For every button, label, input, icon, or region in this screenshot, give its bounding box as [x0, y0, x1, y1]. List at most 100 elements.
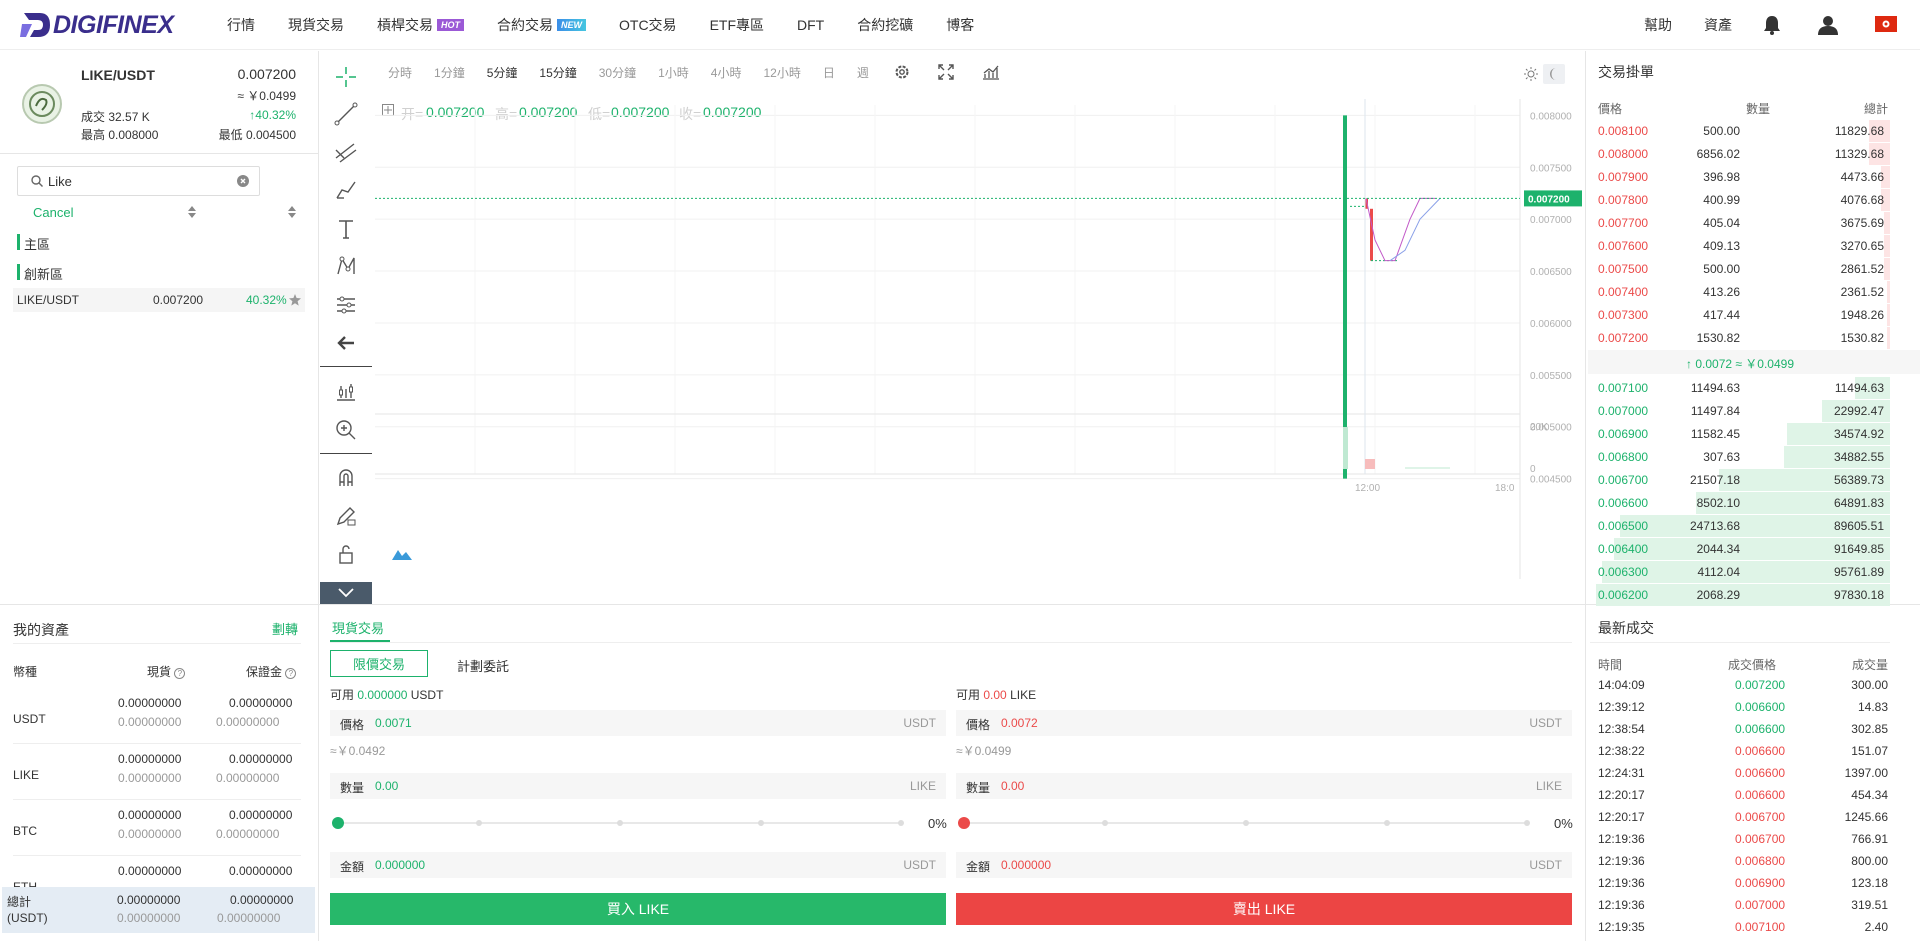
assets-link[interactable]: 資產 [1704, 17, 1732, 33]
indicators-icon[interactable] [334, 380, 358, 404]
price-chart[interactable]: 0.008000 0.007500 0.007000 0.006500 0.006000… [375, 99, 1585, 604]
trade-time: 12:19:36 [1598, 854, 1645, 868]
pair-search-input[interactable]: Like [17, 166, 260, 196]
text-tool-icon[interactable] [334, 217, 358, 241]
ask-row[interactable]: 0.007200 1530.82 1530.82 [1596, 327, 1890, 349]
sell-price-field[interactable]: 價格 0.0072 USDT [956, 710, 1572, 736]
help-link[interactable]: 幫助 [1644, 17, 1672, 33]
ask-row[interactable]: 0.008100 500.00 11829.68 [1596, 120, 1890, 142]
bid-row[interactable]: 0.006600 8502.10 64891.83 [1596, 492, 1890, 514]
sell-percent-slider[interactable] [958, 817, 1530, 829]
ask-row[interactable]: 0.007700 405.04 3675.69 [1596, 212, 1890, 234]
ask-amount: 1530.82 [1696, 331, 1740, 345]
language-flag-icon[interactable] [1875, 16, 1897, 32]
fib-lines-icon[interactable] [334, 140, 358, 164]
buy-percent-slider[interactable] [332, 817, 904, 829]
user-icon[interactable] [1818, 15, 1838, 35]
trend-line-icon[interactable] [334, 102, 358, 126]
bid-row[interactable]: 0.006200 2068.29 97830.18 [1596, 584, 1890, 606]
crosshair-icon[interactable] [334, 65, 358, 89]
magnet-icon[interactable] [334, 466, 358, 490]
unlock-icon[interactable] [334, 542, 358, 566]
nav-margin[interactable]: 槓桿交易 HOT [377, 15, 464, 35]
assets-title: 我的資產 [13, 622, 69, 638]
sort-price-icon[interactable] [188, 206, 196, 218]
buy-price-field[interactable]: 價格 0.0071 USDT [330, 710, 946, 736]
sell-amount-field[interactable]: 數量 0.00 LIKE [956, 773, 1572, 799]
ask-row[interactable]: 0.007500 500.00 2861.52 [1596, 258, 1890, 280]
collapse-toolbar-button[interactable] [320, 582, 372, 604]
timeframe-tab[interactable]: 4小時 [710, 65, 742, 80]
plan-order-tab[interactable]: 計劃委託 [457, 659, 510, 674]
dark-theme-toggle[interactable] [1543, 64, 1565, 84]
nav-blog[interactable]: 博客 [946, 15, 974, 35]
timeframe-tab[interactable]: 12小時 [763, 65, 801, 80]
bid-row[interactable]: 0.006900 11582.45 34574.92 [1596, 423, 1890, 445]
bid-row[interactable]: 0.007000 11497.84 22992.47 [1596, 400, 1890, 422]
fullscreen-icon[interactable] [938, 64, 954, 80]
chart-type-icon[interactable] [982, 64, 1000, 80]
nav-mining[interactable]: 合約挖礦 [857, 15, 913, 35]
depth-bar [1884, 258, 1890, 280]
settings-gear-icon[interactable] [894, 64, 910, 80]
timeframe-tab[interactable]: 日 [822, 65, 835, 80]
bell-icon[interactable] [1763, 15, 1781, 35]
nav-dft[interactable]: DFT [797, 17, 824, 33]
zoom-in-icon[interactable] [334, 418, 358, 442]
timeframe-tab[interactable]: 1小時 [658, 65, 689, 80]
timeframe-tab[interactable]: 30分鐘 [598, 65, 637, 80]
bid-row[interactable]: 0.007100 11494.63 11494.63 [1596, 377, 1890, 399]
ask-row[interactable]: 0.007600 409.13 3270.65 [1596, 235, 1890, 257]
ask-row[interactable]: 0.008000 6856.02 11329.68 [1596, 143, 1890, 165]
ask-row[interactable]: 0.007400 413.26 2361.52 [1596, 281, 1890, 303]
help-icon[interactable]: ? [285, 668, 297, 679]
favorite-star-icon[interactable] [289, 294, 301, 306]
slider-handle[interactable] [332, 817, 344, 829]
depth-bar [1854, 377, 1890, 399]
pencil-lock-icon[interactable] [334, 504, 358, 528]
zone-main[interactable]: 主區 [24, 237, 51, 252]
pair-list-row[interactable]: LIKE/USDT 0.007200 40.32% [13, 288, 305, 312]
trade-time: 12:38:54 [1598, 722, 1645, 736]
ask-row[interactable]: 0.007300 417.44 1948.26 [1596, 304, 1890, 326]
measure-icon[interactable] [334, 293, 358, 317]
clear-icon[interactable] [237, 175, 249, 187]
nav-otc[interactable]: OTC交易 [619, 15, 677, 35]
ask-total: 11829.68 [1834, 124, 1884, 138]
nav-market[interactable]: 行情 [227, 15, 255, 35]
slider-handle[interactable] [958, 817, 970, 829]
timeframe-tab-active[interactable]: 15分鐘 [539, 65, 577, 80]
pattern-icon[interactable] [334, 254, 358, 278]
sell-button[interactable]: 賣出 LIKE [956, 893, 1572, 925]
ask-row[interactable]: 0.007900 396.98 4473.66 [1596, 166, 1890, 188]
nav-spot[interactable]: 現貨交易 [288, 15, 344, 35]
transfer-button[interactable]: 劃轉 [272, 622, 299, 637]
limit-order-tab[interactable]: 限價交易 [330, 650, 428, 677]
timeframe-tab[interactable]: 分時 [388, 65, 413, 80]
bid-row[interactable]: 0.006400 2044.34 91649.85 [1596, 538, 1890, 560]
timeframe-tab[interactable]: 週 [856, 65, 869, 80]
light-theme-icon[interactable] [1524, 67, 1538, 81]
bid-row[interactable]: 0.006300 4112.04 95761.89 [1596, 561, 1890, 583]
back-arrow-icon[interactable] [334, 331, 358, 355]
buy-button[interactable]: 買入 LIKE [330, 893, 946, 925]
timeframe-tab[interactable]: 1分鐘 [434, 65, 465, 80]
buy-total-field[interactable]: 金額 0.000000 USDT [330, 852, 946, 878]
sort-change-icon[interactable] [288, 206, 296, 218]
nav-etf[interactable]: ETF專區 [710, 15, 764, 35]
spot-trade-tab[interactable]: 現貨交易 [332, 621, 385, 636]
trade-row: 12:19:36 0.007000 319.51 [1598, 898, 1888, 918]
nav-futures[interactable]: 合約交易 NEW [497, 15, 586, 35]
zone-innovation[interactable]: 創新區 [24, 267, 64, 282]
brush-icon[interactable] [334, 178, 358, 202]
help-icon[interactable]: ? [174, 668, 186, 679]
ask-row[interactable]: 0.007800 400.99 4076.68 [1596, 189, 1890, 211]
brand-logo[interactable]: DIGIFINEX [20, 10, 174, 40]
bid-row[interactable]: 0.006700 21507.18 56389.73 [1596, 469, 1890, 491]
sell-total-field[interactable]: 金額 0.000000 USDT [956, 852, 1572, 878]
timeframe-tab[interactable]: 5分鐘 [486, 65, 518, 80]
bid-row[interactable]: 0.006500 24713.68 89605.51 [1596, 515, 1890, 537]
cancel-search-button[interactable]: Cancel [33, 205, 74, 220]
bid-row[interactable]: 0.006800 307.63 34882.55 [1596, 446, 1890, 468]
buy-amount-field[interactable]: 數量 0.00 LIKE [330, 773, 946, 799]
